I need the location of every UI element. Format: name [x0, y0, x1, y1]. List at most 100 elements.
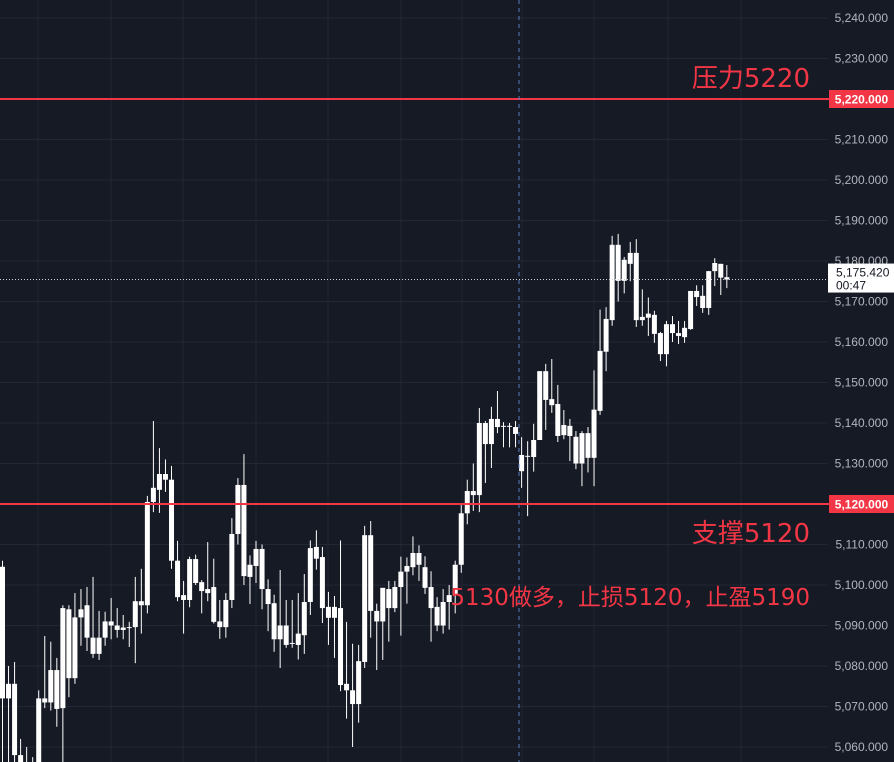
candle — [48, 641, 54, 711]
candle — [344, 621, 350, 719]
candle — [277, 570, 283, 669]
candle-body — [482, 423, 488, 445]
candle-body — [150, 487, 156, 502]
price-level-badge-text: 5,120.000 — [835, 498, 889, 512]
candle — [633, 239, 639, 328]
candle — [712, 258, 718, 287]
candle — [259, 544, 265, 610]
candle-body — [84, 605, 90, 638]
y-tick-label: 5,070.000 — [835, 700, 889, 714]
candle-body — [663, 324, 669, 355]
candle-body — [338, 608, 344, 686]
candle — [700, 285, 706, 313]
candle — [199, 580, 205, 614]
candle-body — [404, 565, 410, 572]
candle-body — [555, 403, 561, 436]
candle — [513, 420, 519, 448]
candle — [162, 459, 168, 492]
y-tick-label: 5,160.000 — [835, 335, 889, 349]
candle-body — [319, 557, 325, 609]
candle — [500, 422, 506, 448]
candle-body — [718, 263, 724, 278]
price-level-badge-text: 5,220.000 — [835, 93, 889, 107]
candle-body — [621, 259, 627, 281]
candle — [688, 290, 694, 330]
candle — [138, 568, 144, 634]
candle-body — [362, 535, 368, 662]
candle-body — [706, 271, 712, 308]
candle-body — [549, 399, 555, 406]
candle-body — [259, 548, 265, 590]
candle-body — [162, 474, 168, 480]
candle — [253, 540, 259, 583]
candle — [108, 597, 114, 640]
candle-body — [132, 601, 138, 628]
candle-body — [585, 433, 591, 458]
candle-body — [60, 608, 66, 709]
candle — [301, 574, 307, 654]
candle-body — [90, 637, 96, 654]
candle — [66, 605, 72, 698]
candle — [72, 593, 78, 684]
y-tick-label: 5,240.000 — [835, 11, 889, 25]
candle-body — [470, 491, 476, 496]
candle — [356, 644, 362, 723]
candle — [531, 423, 537, 472]
candle — [54, 657, 60, 727]
candle — [229, 518, 235, 609]
candle-body — [12, 683, 18, 756]
candle — [452, 560, 458, 614]
candle — [410, 536, 416, 576]
candle — [90, 576, 96, 658]
candle — [609, 235, 615, 326]
support-annotation: 支撑5120 — [691, 519, 810, 549]
candle-body — [712, 263, 718, 272]
candle — [350, 643, 356, 747]
candle-body — [193, 559, 199, 583]
candle-body — [277, 625, 283, 640]
candle-body — [694, 290, 700, 298]
candle — [615, 233, 621, 302]
candles — [0, 233, 730, 762]
candle-body — [422, 567, 428, 588]
candle-body — [156, 474, 162, 490]
candle — [295, 593, 301, 660]
candle — [398, 556, 404, 636]
candle-body — [126, 627, 132, 629]
candle — [428, 571, 434, 642]
candle-body — [18, 755, 24, 762]
candle — [193, 554, 199, 585]
candle — [682, 320, 688, 343]
candle-body — [72, 617, 78, 679]
candle — [585, 427, 591, 473]
candle — [549, 359, 555, 413]
candle-body — [229, 533, 235, 600]
candle — [265, 579, 271, 632]
candle — [458, 504, 464, 573]
candle-body — [567, 425, 573, 436]
candle-body — [525, 455, 531, 457]
candle-body — [175, 560, 181, 598]
candle-body — [102, 621, 108, 638]
candle — [205, 542, 211, 602]
price-level-badge — [829, 90, 894, 108]
candle — [561, 410, 567, 440]
level-lines: 5,220.000 5,120.000 — [0, 90, 894, 513]
candle-body — [543, 371, 549, 400]
candle — [482, 420, 488, 483]
candle-body — [205, 589, 211, 594]
candle-body — [700, 295, 706, 308]
candle — [645, 297, 651, 336]
candle — [476, 408, 482, 513]
price-axis[interactable]: 5,060.000 5,070.000 5,080.000 5,090.000 5,10… — [835, 11, 889, 754]
y-tick-label: 5,140.000 — [835, 416, 889, 430]
candle-body — [537, 371, 543, 441]
candle — [26, 747, 28, 762]
candle-body — [331, 606, 337, 618]
candle — [464, 479, 470, 525]
candle-body — [627, 252, 633, 264]
candle — [150, 420, 156, 513]
candle — [434, 597, 440, 632]
